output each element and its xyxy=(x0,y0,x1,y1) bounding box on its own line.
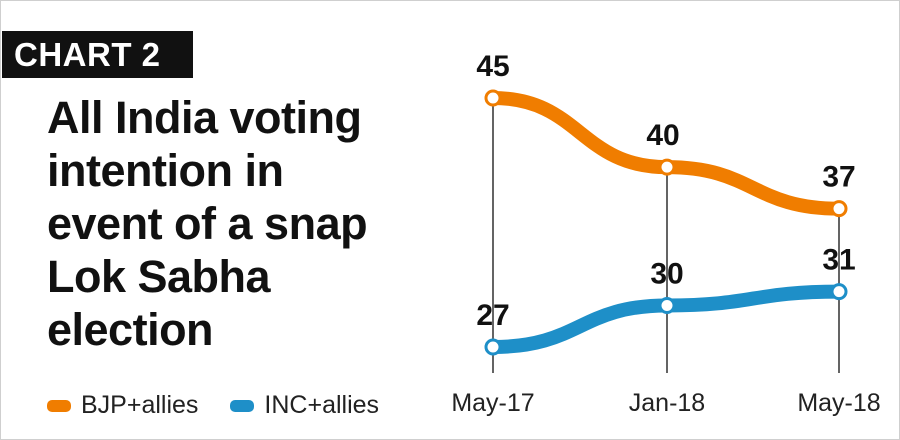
legend-swatch-bjp xyxy=(47,399,71,412)
data-point xyxy=(830,200,848,218)
data-label: 31 xyxy=(822,244,855,277)
data-point xyxy=(658,158,676,176)
legend-label-bjp: BJP+allies xyxy=(81,391,199,419)
title-line: intention in xyxy=(47,145,284,196)
data-label: 37 xyxy=(822,161,855,194)
title-line: event of a snap xyxy=(47,198,368,249)
data-point xyxy=(658,297,676,314)
series-line-0 xyxy=(486,91,846,216)
x-tick-label: May-18 xyxy=(797,389,880,417)
legend-item-inc: INC+allies xyxy=(230,391,379,420)
x-tick-label: Jan-18 xyxy=(629,389,705,417)
chart-number-tag: CHART 2 xyxy=(2,31,193,78)
data-label: 30 xyxy=(650,258,683,291)
data-label: 27 xyxy=(476,299,509,332)
legend-label-inc: INC+allies xyxy=(264,391,380,419)
legend: BJP+allies INC+allies xyxy=(47,391,411,420)
legend-item-bjp: BJP+allies xyxy=(47,391,198,420)
x-tick-label: May-17 xyxy=(451,389,534,417)
title-line: election xyxy=(47,304,214,355)
data-label: 45 xyxy=(476,50,509,83)
data-point xyxy=(484,338,502,356)
title-line: All India voting xyxy=(47,92,362,143)
data-point xyxy=(484,89,502,107)
legend-swatch-inc xyxy=(230,399,255,412)
chart-title: All India voting intention in event of a… xyxy=(47,91,417,356)
data-label: 40 xyxy=(646,119,679,152)
title-line: Lok Sabha xyxy=(47,251,271,302)
data-point xyxy=(830,283,848,301)
